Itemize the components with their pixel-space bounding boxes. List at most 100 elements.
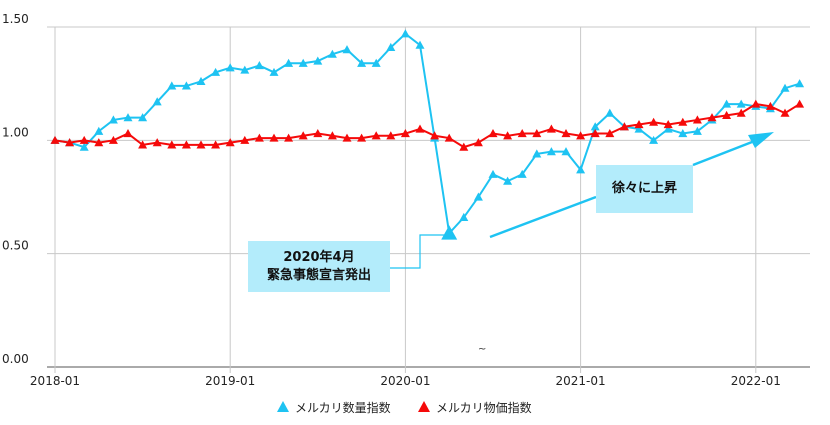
legend-label: メルカリ数量指数 [295,400,391,415]
data-point [532,129,542,138]
data-point [240,65,250,74]
data-point [546,124,556,133]
x-tick-label: 2018-01 [30,374,80,388]
data-point [619,122,629,131]
data-point [196,76,206,85]
data-point [225,63,235,72]
data-point [254,61,264,70]
data-point [576,131,586,140]
data-point [605,108,615,117]
data-point [634,119,644,129]
x-tick-label: 2020-01 [380,374,430,388]
data-point [795,99,805,108]
data-point [167,140,177,149]
data-point [546,147,556,156]
y-tick-label: 0.50 [2,239,29,253]
data-point [181,81,191,90]
data-point [152,97,162,106]
data-point [138,140,148,149]
data-point [459,142,469,151]
data-point [415,124,425,133]
data-point [663,119,673,129]
data-point [138,113,148,122]
data-point [517,129,527,138]
legend-marker [418,401,430,412]
data-point [400,129,410,138]
data-point [692,126,702,135]
annotation-line2: 緊急事態宣言発出 [266,267,371,283]
data-point [79,135,89,144]
data-point [94,138,104,147]
data-point [649,117,659,126]
data-point [692,115,702,124]
x-tick-label: 2021-01 [556,374,606,388]
stray-mark: ~ [478,344,487,355]
data-point [561,129,571,138]
data-point [517,169,527,178]
data-point [108,135,118,144]
data-point [298,58,308,67]
data-point [430,131,440,140]
annotation-emergency-declaration: 2020年4月 緊急事態宣言発出 [248,241,390,292]
data-point [590,122,600,131]
data-point [298,131,308,140]
annotation-text: 徐々に上昇 [611,181,677,196]
legend-label: メルカリ物価指数 [436,400,532,415]
data-point [167,81,177,90]
data-point [269,67,279,76]
data-point [225,138,235,147]
annotation-line1: 2020年4月 [283,249,355,265]
y-tick-label: 0.00 [2,352,29,366]
y-tick-label: 1.50 [2,12,29,26]
data-point [561,147,571,156]
data-point [254,133,264,142]
data-point [123,113,133,122]
data-point [415,40,425,49]
data-point [441,225,458,240]
data-point [634,124,644,133]
data-point [532,149,542,158]
data-point [780,83,790,92]
data-point [327,131,337,140]
data-point [444,133,454,142]
data-point [780,108,790,117]
data-point [678,129,688,138]
data-point [108,115,118,124]
data-point [79,142,89,151]
data-point [488,129,498,138]
data-point [707,113,717,122]
legend-marker [277,401,289,412]
arrow-line [489,195,597,239]
x-tick-label: 2019-01 [205,374,255,388]
data-point [240,135,250,144]
data-point [357,133,367,142]
data-point [473,192,483,201]
data-point [503,131,513,140]
arrow-head [748,132,774,148]
data-point [765,101,775,110]
data-point [576,165,586,174]
data-point [342,133,352,142]
data-point [722,110,732,119]
data-point [313,129,323,138]
arrow-line [692,140,753,167]
y-tick-label: 1.00 [2,125,29,139]
x-tick-label: 2022-01 [731,374,781,388]
data-point [503,176,513,185]
data-point [269,133,279,142]
data-point [371,131,381,140]
data-point [386,42,396,51]
data-point [473,138,483,147]
callout-connector [390,234,450,269]
data-point [386,131,396,140]
data-point [488,169,498,178]
data-point [649,135,659,144]
data-point [357,58,367,67]
data-point [736,108,746,117]
data-point [371,58,381,67]
data-point [94,126,104,135]
data-point [327,49,337,58]
data-point [678,117,688,126]
data-point [181,140,191,149]
